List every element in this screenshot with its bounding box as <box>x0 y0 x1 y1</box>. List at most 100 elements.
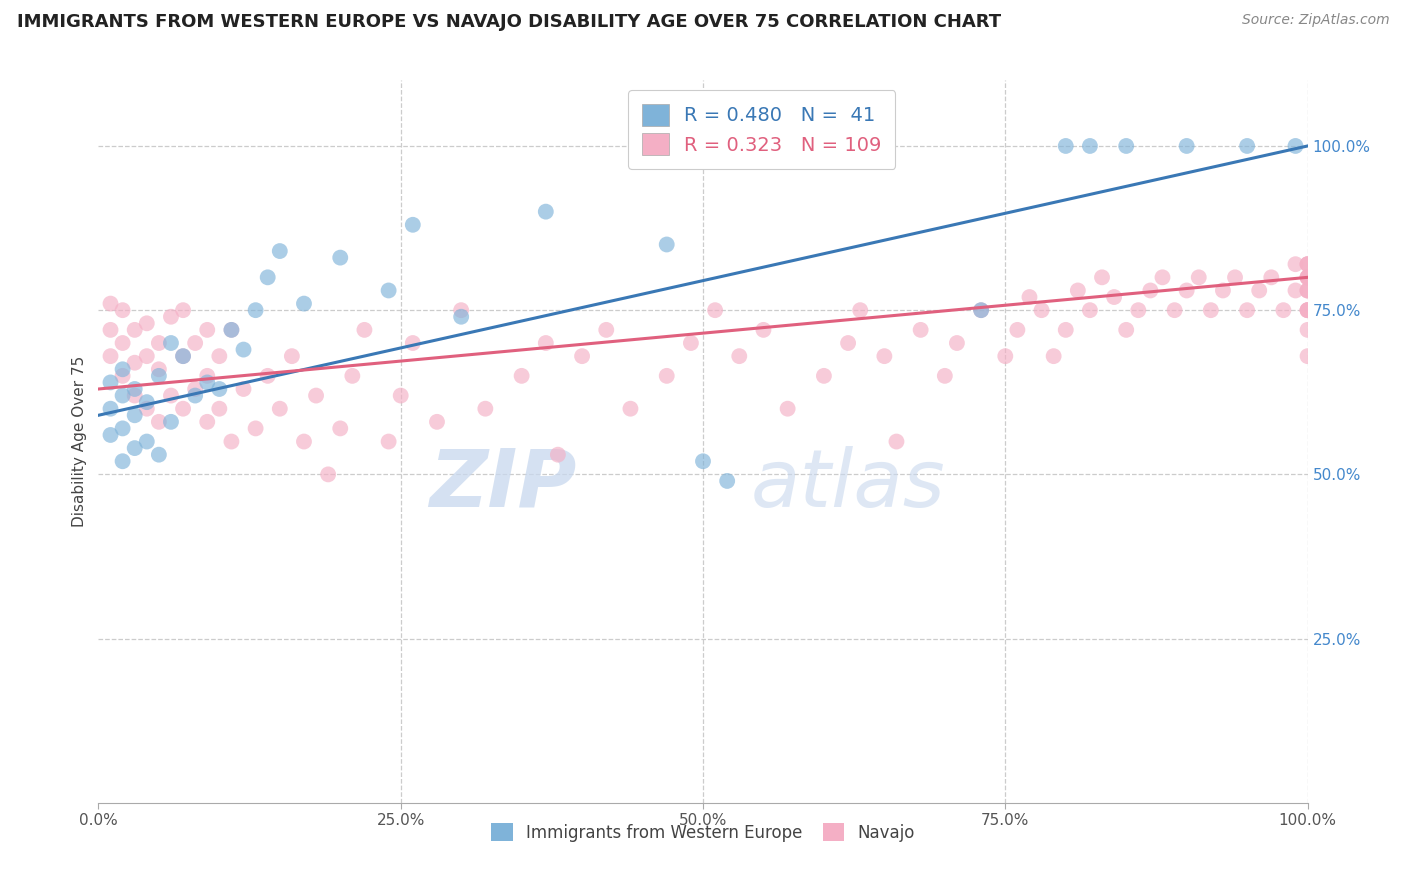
Point <box>1175 284 1198 298</box>
Point <box>135 395 157 409</box>
Point <box>510 368 533 383</box>
Point <box>1296 303 1319 318</box>
Point <box>377 434 399 449</box>
Point <box>1296 270 1319 285</box>
Text: atlas: atlas <box>751 446 945 524</box>
Point <box>208 382 231 396</box>
Point <box>221 323 243 337</box>
Point <box>776 401 799 416</box>
Point <box>886 434 908 449</box>
Point <box>195 415 218 429</box>
Point <box>716 474 738 488</box>
Point <box>124 409 146 423</box>
Point <box>1296 284 1319 298</box>
Point <box>1078 139 1101 153</box>
Point <box>970 303 993 318</box>
Point <box>111 336 134 351</box>
Point <box>1296 323 1319 337</box>
Point <box>426 415 449 429</box>
Point <box>172 349 194 363</box>
Point <box>245 421 267 435</box>
Point <box>1296 257 1319 271</box>
Point <box>1188 270 1211 285</box>
Text: ZIP: ZIP <box>429 446 576 524</box>
Point <box>1212 284 1234 298</box>
Point <box>655 237 678 252</box>
Point <box>619 401 641 416</box>
Y-axis label: Disability Age Over 75: Disability Age Over 75 <box>72 356 87 527</box>
Point <box>547 448 569 462</box>
Point <box>534 204 557 219</box>
Point <box>160 336 183 351</box>
Point <box>1199 303 1222 318</box>
Point <box>873 349 896 363</box>
Point <box>208 401 231 416</box>
Point <box>124 356 146 370</box>
Point <box>849 303 872 318</box>
Point <box>172 303 194 318</box>
Point <box>1163 303 1185 318</box>
Point <box>1296 270 1319 285</box>
Point <box>1296 257 1319 271</box>
Point <box>111 303 134 318</box>
Point <box>1236 139 1258 153</box>
Point <box>704 303 727 318</box>
Point <box>970 303 993 318</box>
Point <box>135 316 157 330</box>
Point <box>256 270 278 285</box>
Point <box>232 382 254 396</box>
Point <box>208 349 231 363</box>
Point <box>474 401 496 416</box>
Point <box>221 434 243 449</box>
Point <box>1260 270 1282 285</box>
Point <box>342 368 364 383</box>
Point <box>595 323 617 337</box>
Point <box>1284 139 1306 153</box>
Point <box>837 336 859 351</box>
Point <box>534 336 557 351</box>
Point <box>281 349 304 363</box>
Point <box>1067 284 1090 298</box>
Point <box>1284 284 1306 298</box>
Point <box>1236 303 1258 318</box>
Point <box>292 434 315 449</box>
Point <box>111 421 134 435</box>
Point <box>1249 284 1271 298</box>
Point <box>402 218 425 232</box>
Point <box>148 448 170 462</box>
Point <box>813 368 835 383</box>
Point <box>946 336 969 351</box>
Point <box>111 362 134 376</box>
Point <box>934 368 956 383</box>
Point <box>1296 303 1319 318</box>
Point <box>450 303 472 318</box>
Point <box>100 349 122 363</box>
Point <box>111 454 134 468</box>
Text: IMMIGRANTS FROM WESTERN EUROPE VS NAVAJO DISABILITY AGE OVER 75 CORRELATION CHAR: IMMIGRANTS FROM WESTERN EUROPE VS NAVAJO… <box>17 13 1001 31</box>
Point <box>256 368 278 383</box>
Point <box>195 323 218 337</box>
Point <box>1296 284 1319 298</box>
Legend: Immigrants from Western Europe, Navajo: Immigrants from Western Europe, Navajo <box>485 817 921 848</box>
Point <box>692 454 714 468</box>
Text: Source: ZipAtlas.com: Source: ZipAtlas.com <box>1241 13 1389 28</box>
Point <box>1296 257 1319 271</box>
Point <box>135 434 157 449</box>
Point <box>148 362 170 376</box>
Point <box>910 323 932 337</box>
Point <box>100 428 122 442</box>
Point <box>269 244 291 258</box>
Point <box>1175 139 1198 153</box>
Point <box>172 401 194 416</box>
Point <box>100 296 122 310</box>
Point <box>1152 270 1174 285</box>
Point <box>1139 284 1161 298</box>
Point <box>1042 349 1064 363</box>
Point <box>1296 349 1319 363</box>
Point <box>1272 303 1295 318</box>
Point <box>1054 139 1077 153</box>
Point <box>329 421 352 435</box>
Point <box>160 388 183 402</box>
Point <box>1031 303 1053 318</box>
Point <box>148 415 170 429</box>
